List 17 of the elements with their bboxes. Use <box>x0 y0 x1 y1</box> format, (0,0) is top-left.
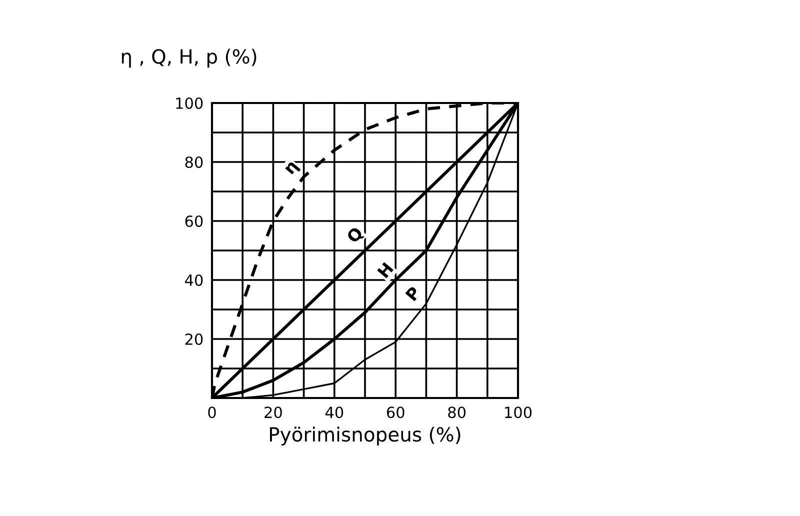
y-axis-title: η , Q, H, p (%) <box>122 48 256 68</box>
y-tick-label: 80 <box>185 156 203 168</box>
x-tick-label: 80 <box>448 406 466 418</box>
annotation: Q <box>346 226 366 246</box>
y-tick-label: 40 <box>184 274 203 286</box>
annotation: H <box>377 262 394 278</box>
y-tick-label: 60 <box>185 215 203 228</box>
x-axis-title: Pyörimisnopeus (%) <box>270 426 460 446</box>
annotation: η <box>285 161 301 177</box>
annotation: P <box>405 286 421 302</box>
y-tick-label: 100 <box>176 97 203 110</box>
x-tick-label: 0 <box>208 406 216 418</box>
y-tick-label: 20 <box>185 333 203 346</box>
x-tick-label: 60 <box>386 406 404 418</box>
x-tick-label: 100 <box>505 406 532 418</box>
x-tick-label: 20 <box>264 406 282 418</box>
x-tick-label: 40 <box>325 406 344 418</box>
